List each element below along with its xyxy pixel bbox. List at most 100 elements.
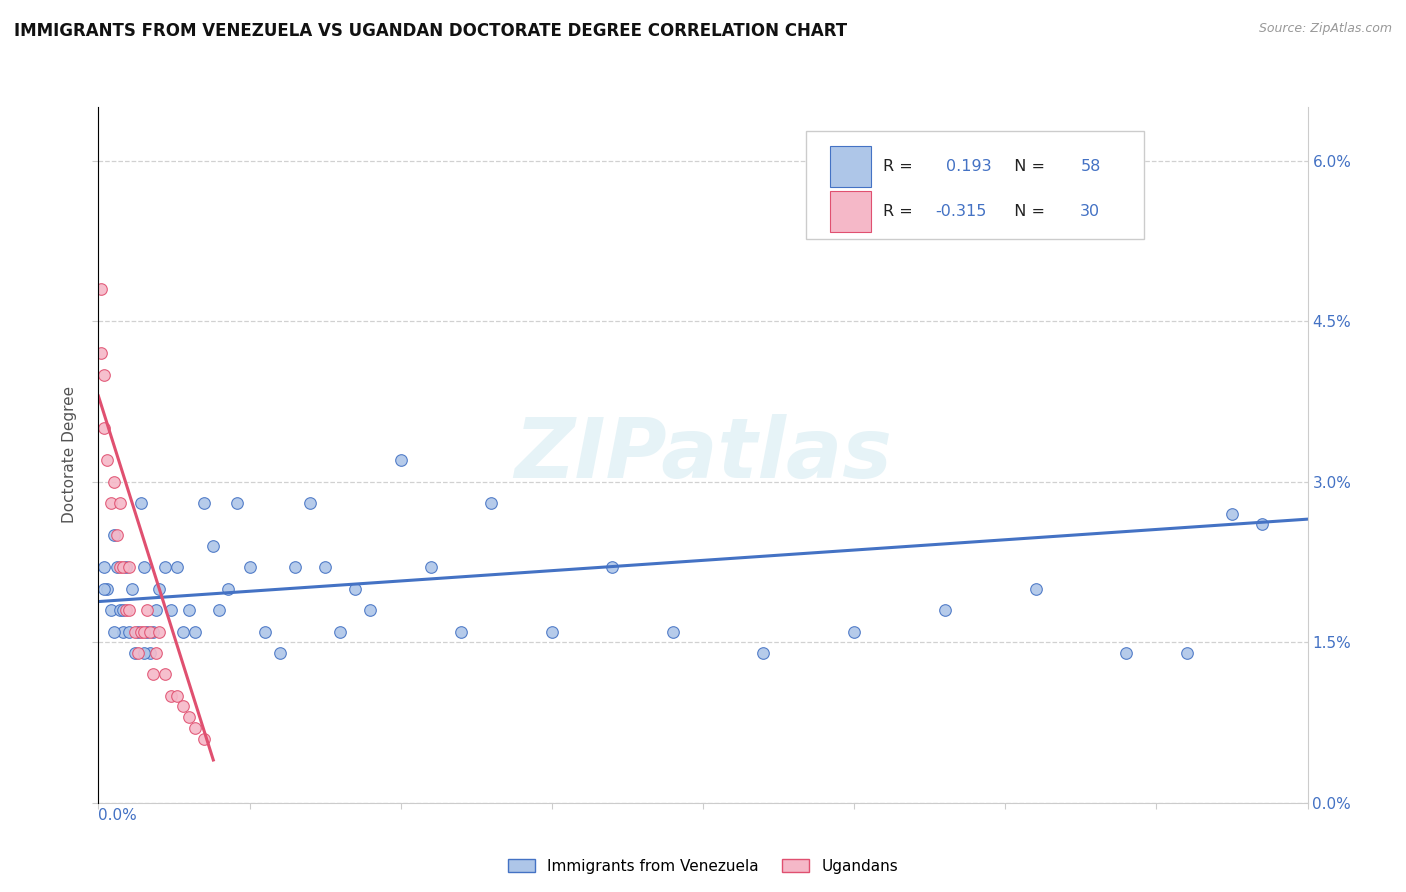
Point (1251, 517, 1274, 532)
Point (111, 624, 134, 639)
Text: 0.0%: 0.0% (98, 808, 138, 823)
Point (96, 582, 118, 596)
FancyBboxPatch shape (830, 191, 872, 232)
Point (105, 560, 128, 574)
Text: N =: N = (1004, 159, 1050, 174)
Point (93, 368, 115, 382)
Point (127, 646, 149, 660)
Point (118, 624, 141, 639)
Point (142, 624, 165, 639)
Point (1115, 646, 1137, 660)
Point (124, 624, 146, 639)
Point (752, 646, 775, 660)
Point (420, 560, 443, 574)
Point (132, 646, 155, 660)
Point (148, 624, 170, 639)
Point (1220, 507, 1243, 521)
Point (193, 496, 215, 510)
Point (184, 624, 207, 639)
Point (153, 667, 176, 681)
Point (135, 603, 157, 617)
Point (179, 603, 201, 617)
Point (127, 624, 149, 639)
Point (114, 560, 136, 574)
Point (226, 496, 249, 510)
Point (450, 624, 472, 639)
Point (208, 603, 231, 617)
Point (160, 603, 183, 617)
Text: N =: N = (1004, 204, 1050, 219)
Text: 58: 58 (1080, 159, 1101, 174)
Point (179, 710, 201, 724)
Point (481, 496, 503, 510)
Point (329, 624, 352, 639)
Point (93, 560, 115, 574)
Point (344, 582, 367, 596)
Point (103, 528, 125, 542)
FancyBboxPatch shape (806, 131, 1144, 239)
Point (90, 346, 112, 360)
Point (111, 560, 134, 574)
Point (118, 560, 141, 574)
Point (108, 603, 131, 617)
Point (166, 689, 188, 703)
Point (100, 603, 122, 617)
Point (662, 624, 685, 639)
Point (145, 646, 167, 660)
Point (166, 560, 188, 574)
Point (145, 603, 167, 617)
Point (360, 603, 382, 617)
Y-axis label: Doctorate Degree: Doctorate Degree (62, 386, 77, 524)
Point (129, 624, 152, 639)
Point (111, 603, 134, 617)
Point (269, 646, 291, 660)
Point (103, 475, 125, 489)
Point (93, 421, 115, 435)
Point (124, 646, 146, 660)
Text: R =: R = (883, 204, 918, 219)
Point (132, 624, 155, 639)
Point (90, 282, 112, 296)
Point (284, 560, 307, 574)
Point (153, 560, 176, 574)
Text: 30: 30 (1080, 204, 1101, 219)
Point (160, 689, 183, 703)
Point (135, 624, 157, 639)
Point (172, 699, 194, 714)
Point (184, 721, 207, 735)
Text: Source: ZipAtlas.com: Source: ZipAtlas.com (1258, 22, 1392, 36)
Point (129, 496, 152, 510)
Point (1175, 646, 1198, 660)
Point (108, 560, 131, 574)
Text: R =: R = (883, 159, 924, 174)
Point (93, 582, 115, 596)
Point (253, 624, 276, 639)
Point (172, 624, 194, 639)
Point (114, 603, 136, 617)
Text: IMMIGRANTS FROM VENEZUELA VS UGANDAN DOCTORATE DEGREE CORRELATION CHART: IMMIGRANTS FROM VENEZUELA VS UGANDAN DOC… (14, 22, 848, 40)
Point (100, 496, 122, 510)
Legend: Immigrants from Venezuela, Ugandans: Immigrants from Venezuela, Ugandans (502, 853, 904, 880)
Point (1024, 582, 1046, 596)
Point (602, 560, 624, 574)
Point (844, 624, 866, 639)
Point (540, 624, 562, 639)
Point (193, 731, 215, 746)
Text: -0.315: -0.315 (935, 204, 987, 219)
Point (299, 496, 322, 510)
Text: ZIPatlas: ZIPatlas (515, 415, 891, 495)
Point (132, 560, 155, 574)
Point (96, 453, 118, 467)
Point (389, 453, 412, 467)
Point (139, 624, 162, 639)
Point (142, 667, 165, 681)
Point (314, 560, 336, 574)
Point (108, 496, 131, 510)
Point (139, 646, 162, 660)
FancyBboxPatch shape (830, 146, 872, 187)
Point (148, 582, 170, 596)
Point (217, 582, 239, 596)
Point (934, 603, 956, 617)
Point (202, 539, 225, 553)
Point (118, 603, 141, 617)
